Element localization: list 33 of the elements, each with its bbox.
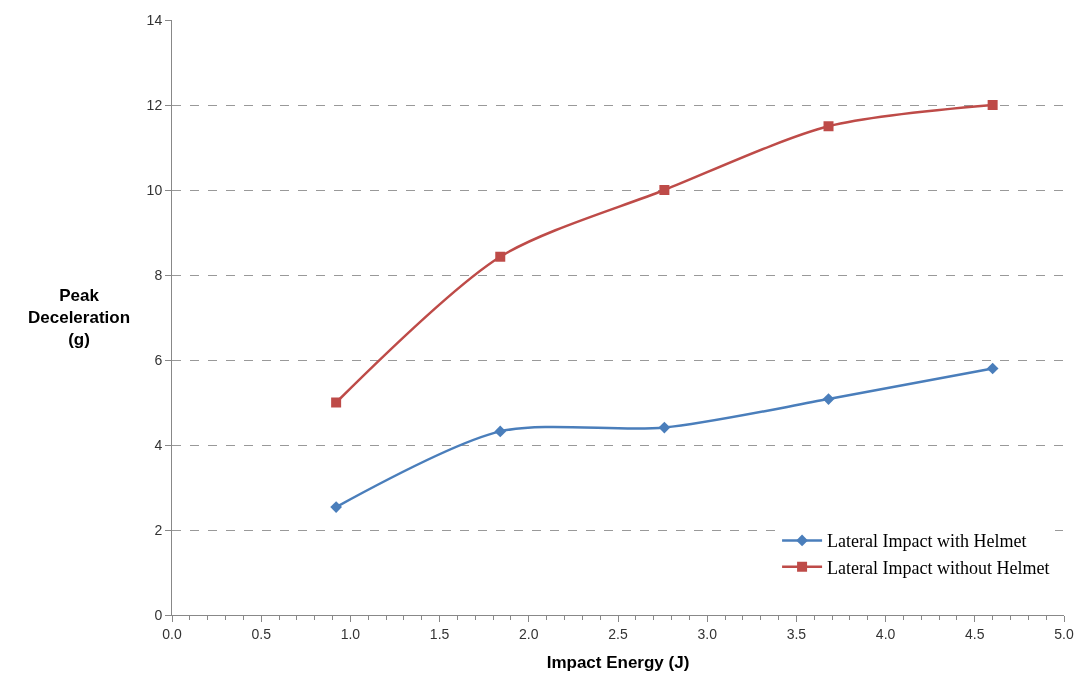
x-tick-label: 0.5 — [251, 625, 272, 642]
point — [495, 251, 506, 262]
x-tick-label: 5.0 — [1054, 625, 1074, 642]
point — [494, 425, 507, 438]
y-tick-label: 2 — [154, 521, 163, 538]
x-tick-label: 4.5 — [965, 625, 985, 642]
y-tick-label: 4 — [154, 436, 163, 453]
x-axis-title: Impact Energy (J) — [546, 653, 690, 673]
x-tick-label: 0.0 — [162, 625, 182, 642]
x-tick-label: 2.5 — [608, 625, 628, 642]
point — [986, 362, 999, 375]
point — [659, 185, 670, 195]
point — [330, 501, 342, 513]
point — [658, 421, 671, 434]
legend-label: Lateral Impact without Helmet — [827, 557, 1050, 578]
y-tick-label: 6 — [154, 351, 163, 368]
point — [822, 393, 835, 405]
y-tick-label: 8 — [154, 266, 163, 283]
x-tick-label: 1.0 — [340, 625, 361, 642]
point — [823, 121, 834, 132]
x-tick-label: 2.0 — [519, 625, 539, 642]
point — [331, 397, 342, 408]
y-tick-label: 14 — [146, 11, 163, 28]
point — [987, 100, 998, 110]
legend-label: Lateral Impact with Helmet — [827, 531, 1027, 552]
y-tick-label: 0 — [154, 606, 163, 623]
x-tick-label: 3.5 — [786, 625, 807, 642]
y-tick-label: 12 — [146, 96, 163, 113]
x-tick-label: 3.0 — [697, 625, 718, 642]
y-axis-title: Peak Deceleration (g) — [28, 286, 131, 350]
x-tick-label: 4.0 — [875, 625, 896, 642]
x-tick-label: 1.5 — [429, 625, 450, 642]
y-tick-label: 10 — [146, 181, 163, 198]
